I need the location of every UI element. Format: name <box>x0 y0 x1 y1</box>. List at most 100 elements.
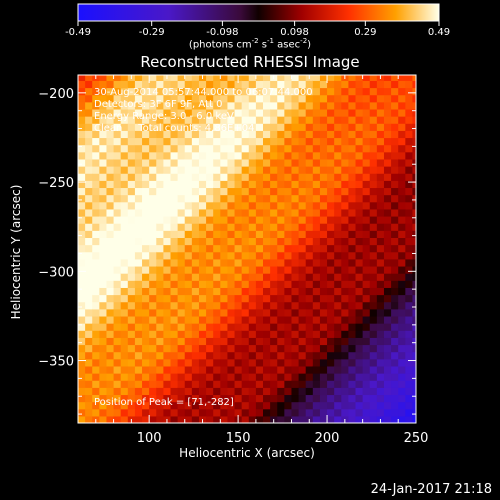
heatmap-cell <box>405 344 414 353</box>
heatmap-cell <box>198 194 207 203</box>
heatmap-cell <box>99 123 108 131</box>
heatmap-cell <box>312 344 321 353</box>
heatmap-cell <box>270 187 278 196</box>
heatmap-cell <box>312 166 321 174</box>
heatmap-cell <box>85 151 93 160</box>
heatmap-cell <box>298 323 307 331</box>
heatmap-cell <box>227 394 236 403</box>
heatmap-cell <box>405 75 414 81</box>
heatmap-cell <box>270 280 278 288</box>
heatmap-cell <box>134 208 143 217</box>
heatmap-cell <box>263 230 271 238</box>
heatmap-cell <box>106 330 115 338</box>
heatmap-cell <box>305 237 314 246</box>
heatmap-cell <box>291 401 300 410</box>
heatmap-cell <box>383 108 392 117</box>
heatmap-cell <box>170 87 179 96</box>
heatmap-cell <box>312 380 321 388</box>
heatmap-cell <box>134 75 143 81</box>
heatmap-cell <box>149 87 157 96</box>
heatmap-cell <box>348 373 357 381</box>
heatmap-cell <box>127 137 136 146</box>
heatmap-cell <box>134 265 143 274</box>
heatmap-cell <box>220 80 229 89</box>
heatmap-cell <box>156 308 164 317</box>
heatmap-cell <box>106 351 115 360</box>
heatmap-cell <box>92 80 100 89</box>
heatmap-cell <box>177 194 186 203</box>
heatmap-cell <box>234 337 243 346</box>
heatmap-cell <box>99 330 108 338</box>
heatmap-cell <box>142 215 150 224</box>
heatmap-cell <box>149 187 157 196</box>
heatmap-cell <box>277 380 285 388</box>
heatmap-cell <box>241 108 250 117</box>
heatmap-cell <box>156 358 164 367</box>
heatmap-cell <box>298 123 307 131</box>
heatmap-cell <box>206 315 214 324</box>
heatmap-cell <box>227 373 236 381</box>
heatmap-cell <box>191 137 200 146</box>
heatmap-cell <box>341 137 349 146</box>
heatmap-cell <box>170 123 179 131</box>
heatmap-cell <box>85 137 93 146</box>
heatmap-cell <box>270 337 278 346</box>
heatmap-cell <box>312 151 321 160</box>
heatmap-cell <box>170 401 179 410</box>
heatmap-cell <box>127 151 136 160</box>
heatmap-cell <box>355 94 364 103</box>
heatmap-cell <box>127 80 136 89</box>
heatmap-cell <box>334 265 342 274</box>
heatmap-cell <box>248 237 257 246</box>
heatmap-cell <box>383 251 392 260</box>
heatmap-cell <box>305 394 314 403</box>
heatmap-cell <box>327 101 335 110</box>
heatmap-cell <box>149 315 157 324</box>
heatmap-cell <box>120 187 129 196</box>
heatmap-cell <box>341 401 349 410</box>
heatmap-cell <box>106 230 115 238</box>
heatmap-cell <box>376 308 385 317</box>
heatmap-cell <box>319 187 328 196</box>
heatmap-cell <box>99 351 108 360</box>
heatmap-cell <box>227 180 236 189</box>
heatmap-cell <box>362 180 371 189</box>
heatmap-cell <box>142 101 150 110</box>
heatmap-cell <box>291 287 300 296</box>
heatmap-cell <box>341 315 349 324</box>
heatmap-cell <box>412 187 416 196</box>
heatmap-cell <box>312 323 321 331</box>
heatmap-cell <box>177 258 186 267</box>
heatmap-cell <box>391 294 399 303</box>
heatmap-cell <box>312 315 321 324</box>
heatmap-cell <box>291 394 300 403</box>
heatmap-cell <box>120 151 129 160</box>
heatmap-cell <box>170 108 179 117</box>
heatmap-cell <box>184 215 193 224</box>
heatmap-cell <box>391 94 399 103</box>
heatmap-cell <box>391 116 399 124</box>
heatmap-cell <box>412 394 416 403</box>
heatmap-cell <box>134 280 143 288</box>
heatmap-cell <box>255 151 264 160</box>
heatmap-cell <box>241 387 250 396</box>
annotation-counts: Clean Total counts: 4.86E+04 <box>94 123 255 134</box>
heatmap-cell <box>277 87 285 96</box>
heatmap-cell <box>284 373 293 381</box>
heatmap-cell <box>248 351 257 360</box>
heatmap-cell <box>298 365 307 374</box>
heatmap-cell <box>184 94 193 103</box>
heatmap-cell <box>277 194 285 203</box>
heatmap-cell <box>376 137 385 146</box>
heatmap-cell <box>227 137 236 146</box>
heatmap-cell <box>142 166 150 174</box>
heatmap-cell <box>312 301 321 310</box>
heatmap-cell <box>113 358 122 367</box>
heatmap-cell <box>277 158 285 167</box>
heatmap-cell <box>163 294 172 303</box>
heatmap-cell <box>149 294 157 303</box>
heatmap-cell <box>213 80 221 89</box>
heatmap-cell <box>298 151 307 160</box>
heatmap-cell <box>92 230 100 238</box>
heatmap-cell <box>134 387 143 396</box>
